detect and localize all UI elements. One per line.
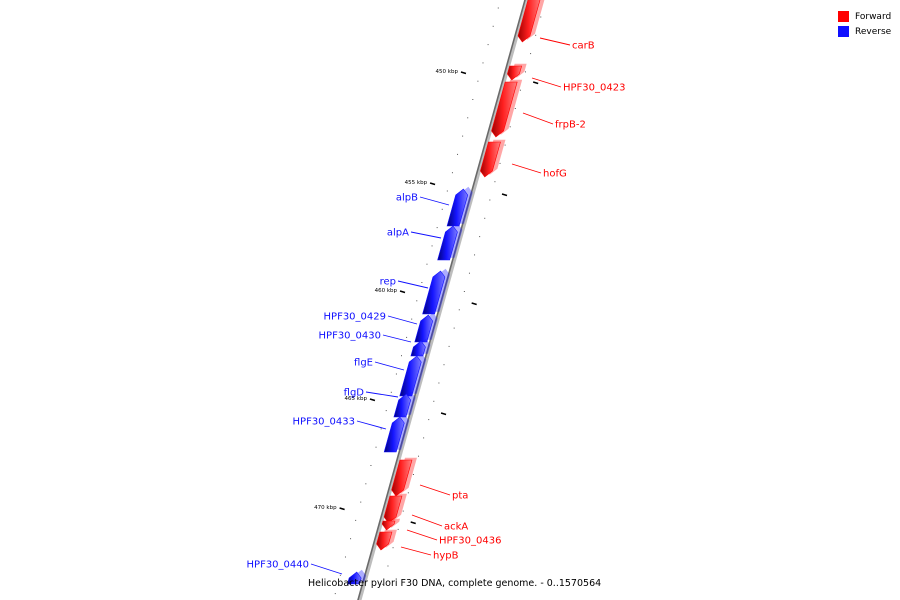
gene-arrow <box>381 520 396 531</box>
gene-alpB[interactable] <box>446 186 473 227</box>
gene-frpB-2[interactable] <box>491 79 523 138</box>
major-tick <box>429 182 436 186</box>
gene-label[interactable]: HPF30_0433 <box>293 417 355 428</box>
gene-features <box>347 0 546 585</box>
gene-leader-line <box>411 514 443 527</box>
forward-swatch <box>838 11 849 22</box>
gene-leader-line <box>410 231 442 239</box>
major-tick <box>501 193 508 197</box>
major-tick <box>532 81 539 85</box>
gene-arrow <box>414 314 433 343</box>
gene-label[interactable]: alpB <box>396 193 418 204</box>
gene-leader-line <box>387 315 418 325</box>
gene-HPF30_0440[interactable] <box>347 569 367 585</box>
gene-arrow <box>480 141 501 178</box>
major-tick <box>399 290 406 294</box>
gene-arrow <box>399 355 422 397</box>
major-tick <box>369 398 376 402</box>
gene-label[interactable]: rep <box>380 277 396 288</box>
gene-arrow <box>446 188 469 227</box>
gene-label[interactable]: carB <box>572 41 595 52</box>
major-tick <box>471 302 477 306</box>
gene-label[interactable]: HPF30_0440 <box>247 560 309 571</box>
gene-arrow <box>383 416 405 453</box>
gene-leader-line <box>531 77 562 88</box>
gene-leader-line <box>397 280 429 289</box>
tick-label: 470 kbp <box>314 505 337 511</box>
gene-hofG[interactable] <box>480 139 506 178</box>
gene-leader-line <box>365 391 399 398</box>
tick-label: 465 kbp <box>345 396 368 402</box>
gene-leader-line <box>374 361 405 371</box>
gene-flgE[interactable] <box>399 353 427 397</box>
gene-flgD[interactable] <box>393 391 416 418</box>
gene-leader-line <box>382 334 412 343</box>
gene-HPF30_0436[interactable] <box>381 518 400 531</box>
gene-arrow <box>347 571 362 585</box>
gene-leader-line <box>511 163 542 174</box>
legend-item-reverse: Reverse <box>838 24 891 39</box>
backbone-shadow <box>358 0 529 600</box>
gene-label[interactable]: HPF30_0430 <box>319 331 381 342</box>
legend-forward-label: Forward <box>855 11 892 22</box>
gene-hypB[interactable] <box>376 529 397 551</box>
gene-arrow <box>517 0 541 43</box>
gene-label[interactable]: HPF30_0436 <box>439 536 501 547</box>
gene-HPF30_0433[interactable] <box>383 414 410 453</box>
gene-label[interactable]: alpA <box>387 228 409 239</box>
legend-item-forward: Forward <box>838 9 891 24</box>
gene-HPF30_0423[interactable] <box>507 63 527 81</box>
gene-arrow <box>491 81 518 138</box>
tick-label: 455 kbp <box>405 180 428 186</box>
gene-leader-line <box>310 563 343 575</box>
gene-arrow <box>383 495 403 524</box>
gene-label[interactable]: HPF30_0429 <box>324 312 386 323</box>
gene-pta[interactable] <box>391 457 417 497</box>
genome-caption: Helicobacter pylori F30 DNA, complete ge… <box>308 578 602 589</box>
gene-label[interactable]: HPF30_0423 <box>563 83 625 94</box>
gene-HPF30_0430[interactable] <box>410 338 431 357</box>
backbone-line <box>357 0 526 600</box>
legend-reverse-label: Reverse <box>855 26 892 37</box>
strand-legend: Forward Reverse <box>838 9 891 39</box>
gene-leader-line <box>419 196 450 206</box>
gene-leader-line <box>539 37 571 46</box>
gene-arrow <box>507 65 523 81</box>
gene-rep[interactable] <box>422 268 450 315</box>
gene-label[interactable]: pta <box>452 491 468 502</box>
gene-leader-line <box>400 546 432 556</box>
gene-labels: carB HPF30_0423 frpB-2 hofG alpB alpA rep HPF30… <box>247 37 625 575</box>
tick-label: 450 kbp <box>436 69 459 75</box>
gene-alpA[interactable] <box>437 223 463 261</box>
gene-arrow <box>410 340 426 357</box>
gene-arrow <box>393 393 411 418</box>
position-ticks: 450 kbp 455 kbp 460 kbp 465 kbp 470 kbp <box>314 7 542 595</box>
tick-label: 460 kbp <box>375 288 398 294</box>
gene-label[interactable]: frpB-2 <box>555 120 586 131</box>
gene-carB[interactable] <box>517 0 546 43</box>
gene-HPF30_0429[interactable] <box>414 312 438 343</box>
major-tick <box>440 412 447 416</box>
dna-backbone <box>357 0 529 600</box>
gene-arrow <box>422 270 446 315</box>
gene-leader-line <box>522 112 554 125</box>
gene-label[interactable]: hofG <box>543 169 567 180</box>
gene-arrow <box>376 531 393 551</box>
major-tick <box>410 521 416 525</box>
gene-arrow <box>437 225 458 261</box>
gene-label[interactable]: hypB <box>433 551 459 562</box>
gene-arrow <box>391 459 413 497</box>
gene-ackA[interactable] <box>383 493 407 524</box>
major-tick <box>460 71 467 75</box>
gene-leader-line <box>419 484 451 496</box>
major-tick <box>339 507 345 511</box>
gene-leader-line <box>356 420 387 430</box>
reverse-swatch <box>838 26 849 37</box>
gene-label[interactable]: ackA <box>444 522 468 533</box>
gene-leader-line <box>406 529 438 541</box>
gene-label[interactable]: flgD <box>344 388 365 399</box>
gene-label[interactable]: flgE <box>354 358 373 369</box>
